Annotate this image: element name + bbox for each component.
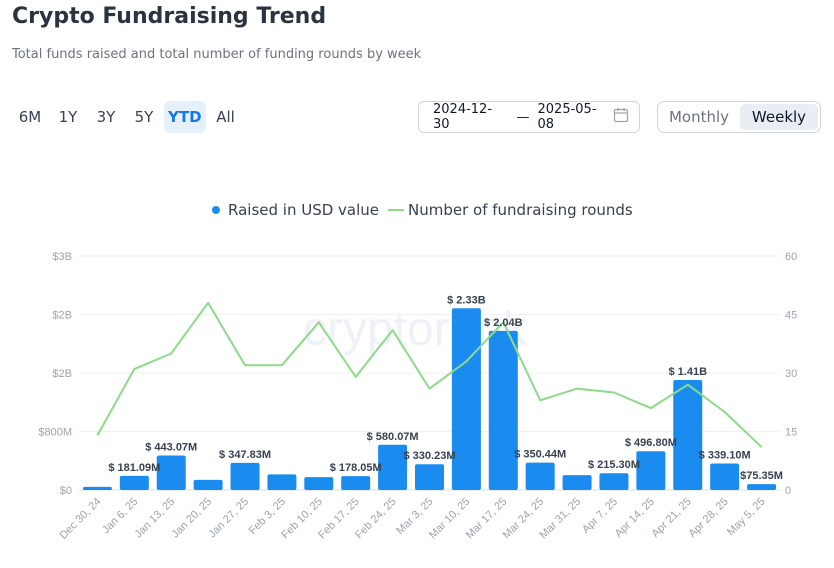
y-left-tick-label: $2B: [52, 368, 72, 380]
weekly-button[interactable]: Weekly: [740, 104, 818, 130]
y-axis-right: 0 15 30 45 60: [785, 251, 797, 497]
bar-data-label: $ 580.07M: [367, 431, 419, 443]
date-separator: —: [516, 109, 530, 125]
bar-data-label: $75.35M: [740, 470, 783, 482]
y-left-tick-label: $2B: [52, 310, 72, 322]
bar[interactable]: [193, 479, 223, 490]
bar[interactable]: [673, 380, 703, 490]
y-right-tick-label: 30: [785, 368, 797, 380]
bar[interactable]: [230, 462, 260, 490]
bar[interactable]: [82, 486, 112, 490]
y-left-tick-label: $800M: [38, 427, 72, 439]
bar[interactable]: [636, 451, 666, 490]
bar-data-label: $ 2.04B: [484, 317, 523, 329]
bar[interactable]: [341, 476, 371, 490]
y-right-tick-label: 45: [785, 310, 797, 322]
chart-legend: Raised in USD value Number of fundraisin…: [212, 201, 633, 219]
y-axis-left: $0 $800M $2B $2B $3B: [38, 251, 72, 497]
y-right-tick-label: 0: [785, 485, 791, 497]
period-toggle: Monthly Weekly: [657, 101, 821, 133]
bar[interactable]: [119, 475, 149, 490]
range-5y-button[interactable]: 5Y: [134, 108, 154, 126]
bar-data-label: $ 215.30M: [588, 459, 640, 471]
range-3y-button[interactable]: 3Y: [96, 108, 116, 126]
rounds-line[interactable]: [96, 301, 763, 448]
range-ytd-button[interactable]: YTD: [164, 101, 206, 133]
x-tick-label: May 5, 25: [725, 496, 768, 539]
x-tick-label: Dec 30, 24: [57, 496, 103, 542]
bar-data-label: $ 350.44M: [514, 449, 566, 461]
y-left-tick-label: $0: [60, 485, 72, 497]
date-start: 2024-12-30: [433, 102, 493, 132]
bar[interactable]: [710, 463, 740, 490]
bar-data-label: $ 1.41B: [668, 366, 707, 378]
x-tick-label: Jan 27, 25: [206, 496, 251, 541]
bar-series: [82, 308, 777, 490]
legend-line-label[interactable]: Number of fundraising rounds: [408, 201, 633, 219]
page-subtitle: Total funds raised and total number of f…: [12, 47, 422, 62]
bar-data-label: $ 330.23M: [404, 450, 456, 462]
bar[interactable]: [488, 330, 518, 490]
time-range-selector: 6M 1Y 3Y 5Y YTD All: [12, 101, 244, 133]
y-left-tick-label: $3B: [52, 251, 72, 263]
y-right-tick-label: 60: [785, 251, 797, 263]
date-range-picker[interactable]: 2024-12-30 — 2025-05-08: [418, 101, 640, 133]
bar[interactable]: [156, 455, 186, 490]
range-1y-button[interactable]: 1Y: [58, 108, 78, 126]
bar-data-label: $ 347.83M: [219, 449, 271, 461]
bar[interactable]: [599, 473, 629, 490]
calendar-icon[interactable]: [613, 107, 629, 127]
bar[interactable]: [267, 474, 297, 490]
monthly-button[interactable]: Monthly: [668, 108, 730, 126]
bar[interactable]: [415, 464, 444, 490]
bar[interactable]: [378, 444, 408, 490]
line-series: [96, 301, 763, 448]
bar-data-label: $ 2.33B: [447, 294, 486, 306]
y-right-tick-label: 15: [785, 427, 797, 439]
bar-data-label: $ 181.09M: [108, 462, 160, 474]
bar[interactable]: [747, 484, 777, 490]
date-end: 2025-05-08: [537, 102, 597, 132]
bar-data-label: $ 496.80M: [625, 437, 677, 449]
legend-bar-label[interactable]: Raised in USD value: [228, 201, 379, 219]
bar[interactable]: [451, 308, 481, 490]
bar-data-label: $ 339.10M: [699, 450, 751, 462]
range-all-button[interactable]: All: [216, 108, 235, 126]
bar[interactable]: [304, 477, 334, 490]
legend-bar-marker[interactable]: [212, 206, 220, 214]
bar-data-label: $ 443.07M: [145, 441, 197, 453]
bar[interactable]: [562, 475, 592, 490]
bar-data-label: $ 178.05M: [330, 462, 382, 474]
data-labels: $ 181.09M $ 443.07M $ 347.83M $ 178.05M $ 58…: [108, 294, 783, 482]
range-6m-button[interactable]: 6M: [18, 108, 42, 126]
x-tick-label: Apr 28, 25: [686, 496, 730, 540]
bar[interactable]: [525, 462, 555, 490]
page-title: Crypto Fundraising Trend: [12, 4, 327, 29]
